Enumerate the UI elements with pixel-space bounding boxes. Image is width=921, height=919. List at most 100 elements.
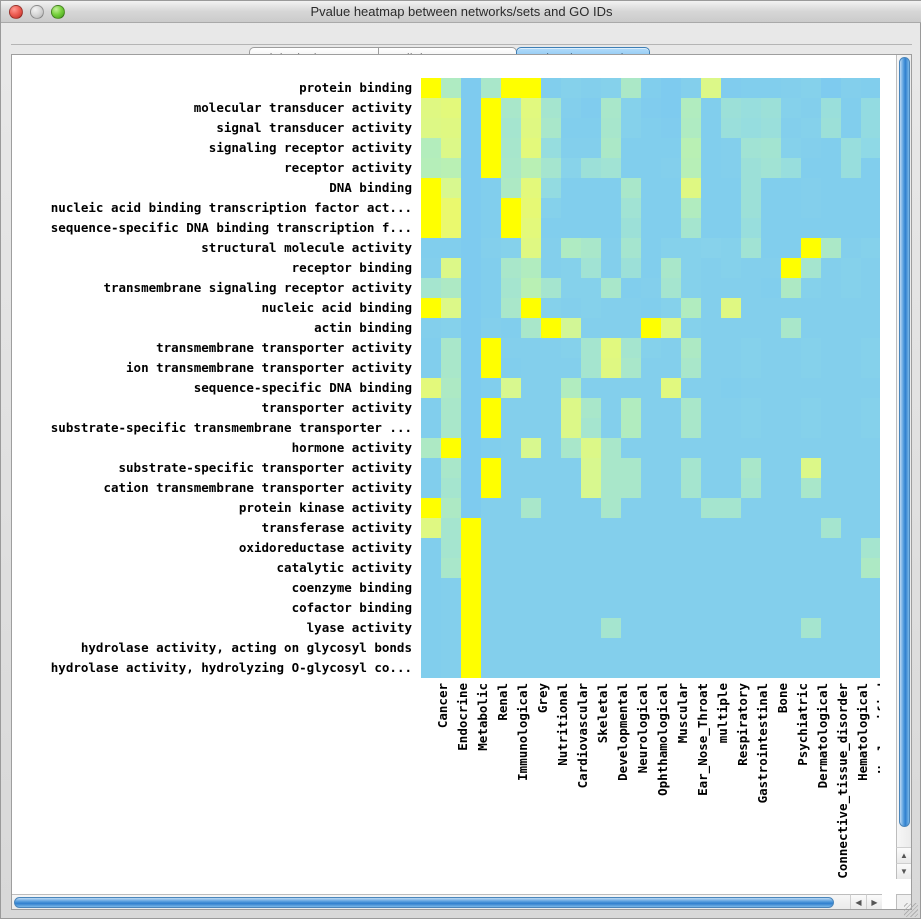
heatmap-cell[interactable] [781,598,801,618]
heatmap-cell[interactable] [541,178,561,198]
heatmap-cell[interactable] [801,198,821,218]
heatmap-cell[interactable] [721,378,741,398]
heatmap-cell[interactable] [661,658,681,678]
heatmap-cell[interactable] [641,78,661,98]
heatmap-cell[interactable] [501,438,521,458]
heatmap-cell[interactable] [841,398,861,418]
heatmap-cell[interactable] [681,198,701,218]
heatmap-cell[interactable] [521,578,541,598]
heatmap-cell[interactable] [681,118,701,138]
heatmap-cell[interactable] [661,238,681,258]
heatmap-cell[interactable] [661,598,681,618]
heatmap-cell[interactable] [781,98,801,118]
heatmap-cell[interactable] [841,638,861,658]
heatmap-cell[interactable] [581,98,601,118]
heatmap-cell[interactable] [721,598,741,618]
heatmap-cell[interactable] [601,658,621,678]
heatmap-cell[interactable] [561,438,581,458]
heatmap-cell[interactable] [781,638,801,658]
heatmap-cell[interactable] [441,198,461,218]
heatmap-cell[interactable] [641,578,661,598]
heatmap-cell[interactable] [621,498,641,518]
heatmap-cell[interactable] [621,78,641,98]
heatmap-cell[interactable] [481,178,501,198]
heatmap-cell[interactable] [521,658,541,678]
heatmap-cell[interactable] [741,278,761,298]
heatmap-cell[interactable] [761,258,781,278]
heatmap-cell[interactable] [541,618,561,638]
heatmap-cell[interactable] [841,338,861,358]
heatmap-cell[interactable] [581,358,601,378]
heatmap-cell[interactable] [581,418,601,438]
heatmap-cell[interactable] [781,178,801,198]
heatmap-cell[interactable] [521,418,541,438]
heatmap-cell[interactable] [741,558,761,578]
heatmap-cell[interactable] [521,558,541,578]
heatmap-cell[interactable] [861,258,880,278]
heatmap-cell[interactable] [821,238,841,258]
heatmap-cell[interactable] [721,298,741,318]
heatmap-cell[interactable] [821,178,841,198]
heatmap-cell[interactable] [721,478,741,498]
heatmap-cell[interactable] [721,558,741,578]
heatmap-cell[interactable] [541,98,561,118]
heatmap-cell[interactable] [861,198,880,218]
heatmap-cell[interactable] [441,218,461,238]
heatmap-cell[interactable] [421,358,441,378]
heatmap-cell[interactable] [861,318,880,338]
heatmap-cell[interactable] [741,618,761,638]
heatmap-cell[interactable] [861,178,880,198]
heatmap-cell[interactable] [541,338,561,358]
heatmap-cell[interactable] [601,518,621,538]
heatmap-cell[interactable] [521,378,541,398]
heatmap-cell[interactable] [421,98,441,118]
heatmap-cell[interactable] [601,298,621,318]
heatmap-cell[interactable] [721,618,741,638]
heatmap-cell[interactable] [421,498,441,518]
heatmap-cell[interactable] [701,218,721,238]
heatmap-cell[interactable] [801,518,821,538]
heatmap-cell[interactable] [541,438,561,458]
heatmap-cell[interactable] [701,538,721,558]
heatmap-cell[interactable] [661,618,681,638]
heatmap-cell[interactable] [561,78,581,98]
heatmap-cell[interactable] [781,438,801,458]
heatmap-cell[interactable] [601,238,621,258]
heatmap-cell[interactable] [481,318,501,338]
heatmap-cell[interactable] [481,598,501,618]
heatmap-cell[interactable] [861,438,880,458]
heatmap-cell[interactable] [461,358,481,378]
heatmap-cell[interactable] [501,518,521,538]
scroll-down-button[interactable]: ▼ [896,863,911,879]
heatmap-cell[interactable] [721,178,741,198]
heatmap-cell[interactable] [781,218,801,238]
heatmap-cell[interactable] [721,418,741,438]
heatmap-cell[interactable] [621,98,641,118]
heatmap-cell[interactable] [861,638,880,658]
heatmap-cell[interactable] [841,278,861,298]
heatmap-cell[interactable] [801,658,821,678]
heatmap-cell[interactable] [441,638,461,658]
heatmap-cell[interactable] [621,478,641,498]
heatmap-cell[interactable] [641,598,661,618]
heatmap-cell[interactable] [641,538,661,558]
heatmap-cell[interactable] [661,458,681,478]
heatmap-cell[interactable] [621,658,641,678]
heatmap-cell[interactable] [681,318,701,338]
heatmap-cell[interactable] [481,438,501,458]
heatmap-cell[interactable] [421,278,441,298]
heatmap-cell[interactable] [641,178,661,198]
heatmap-cell[interactable] [801,338,821,358]
heatmap-cell[interactable] [781,318,801,338]
heatmap-cell[interactable] [841,498,861,518]
heatmap-cell[interactable] [821,258,841,278]
heatmap-cell[interactable] [701,398,721,418]
heatmap-cell[interactable] [481,418,501,438]
heatmap-cell[interactable] [861,558,880,578]
heatmap-cell[interactable] [801,298,821,318]
heatmap-cell[interactable] [541,498,561,518]
heatmap-cell[interactable] [681,598,701,618]
heatmap-cell[interactable] [521,398,541,418]
heatmap-cell[interactable] [861,298,880,318]
heatmap-cell[interactable] [561,578,581,598]
